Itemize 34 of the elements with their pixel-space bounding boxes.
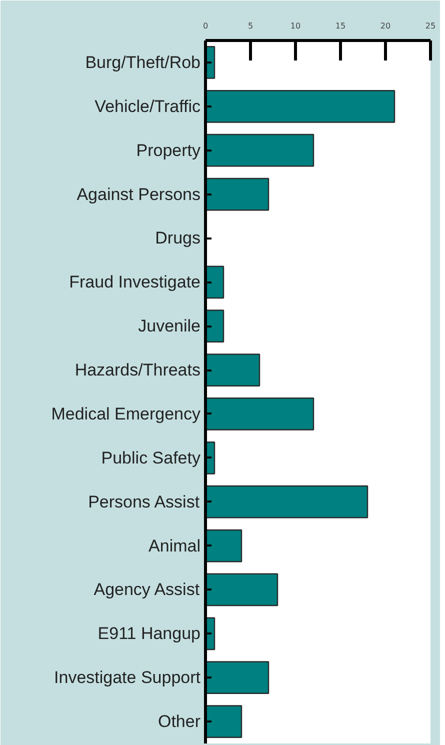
y-tick-label: Medical Emergency bbox=[51, 404, 201, 424]
x-tick-label: 15 bbox=[335, 22, 346, 30]
bar bbox=[206, 573, 278, 606]
bar bbox=[206, 398, 314, 430]
bar bbox=[206, 134, 314, 167]
y-tick-label: Hazards/Threats bbox=[74, 360, 201, 380]
y-tick-label: Drugs bbox=[155, 228, 201, 248]
y-tick-label: Persons Assist bbox=[88, 492, 200, 512]
y-tick-label: Animal bbox=[148, 536, 201, 556]
bar bbox=[206, 310, 224, 343]
y-tick-label: Against Persons bbox=[76, 184, 201, 204]
bar bbox=[206, 354, 260, 386]
y-tick-label: Property bbox=[136, 140, 201, 160]
bar bbox=[206, 90, 396, 123]
y-tick-label: Juvenile bbox=[138, 316, 201, 336]
y-tick-label: Other bbox=[158, 712, 201, 732]
x-tick-label: 0 bbox=[202, 22, 208, 30]
x-tick-label: 10 bbox=[290, 22, 301, 30]
bar bbox=[206, 529, 242, 562]
y-tick-label: Agency Assist bbox=[94, 580, 200, 600]
x-tick-label: 5 bbox=[248, 22, 254, 30]
bar bbox=[206, 266, 224, 299]
y-tick-label: Vehicle/Traffic bbox=[94, 96, 201, 116]
bar bbox=[206, 705, 242, 738]
y-tick-label: E911 Hangup bbox=[98, 624, 201, 644]
x-tick-label: 25 bbox=[425, 22, 436, 30]
y-tick-label: Public Safety bbox=[101, 448, 201, 468]
y-tick-label: Burg/Theft/Rob bbox=[85, 52, 200, 72]
y-tick-label: Fraud Investigate bbox=[69, 272, 201, 292]
y-tick-label: Investigate Support bbox=[54, 668, 201, 688]
bar bbox=[206, 661, 270, 694]
bar bbox=[206, 485, 368, 518]
x-tick-label: 20 bbox=[380, 22, 391, 30]
bar bbox=[206, 178, 270, 211]
